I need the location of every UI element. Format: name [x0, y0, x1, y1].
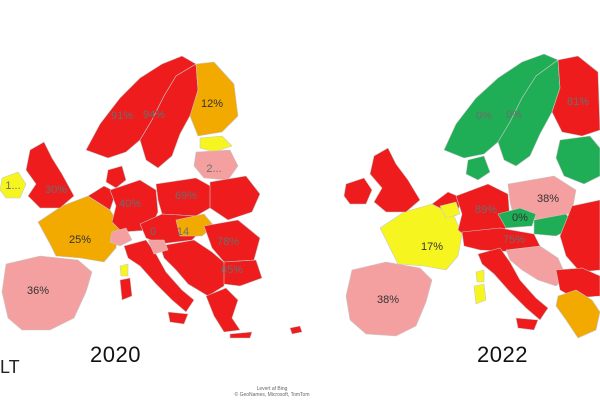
label-czech: 14 [177, 226, 189, 238]
region-balkans-2022[interactable] [505, 245, 567, 287]
region-ireland-2022[interactable] [343, 177, 373, 205]
region-iberia[interactable] [1, 255, 93, 331]
label-sweden-2022: 0% [506, 109, 522, 121]
label-norway-2022: 0% [476, 110, 492, 122]
region-france-2022[interactable] [379, 203, 463, 271]
label-poland: 69% [175, 190, 197, 202]
region-sicily-2022[interactable] [515, 317, 539, 331]
label-baltic: 2... [206, 163, 221, 175]
region-cyprus[interactable] [289, 325, 303, 335]
region-swiss-2022[interactable] [439, 201, 461, 219]
region-bulgaria-2022[interactable] [555, 267, 600, 299]
left-edge-text: LT [0, 357, 20, 377]
region-sardinia[interactable] [119, 277, 133, 301]
map-2020: 1... 30% 25% 36% 91% 94% 12% 2... 40% 69… [0, 55, 303, 339]
year-label-2020: 2020 [90, 342, 141, 367]
region-britain-2022[interactable] [369, 147, 421, 213]
region-corsica-2022[interactable] [475, 269, 485, 283]
region-iberia-2022[interactable] [345, 261, 433, 337]
label-germany-2022: 89% [475, 204, 497, 216]
label-ireland: 1... [5, 180, 20, 192]
region-denmark-2022[interactable] [465, 155, 491, 181]
label-poland-2022: 38% [537, 193, 559, 205]
label-finland-2022: 81% [567, 96, 589, 108]
label-alps: 0 [150, 226, 156, 238]
region-greece-2022[interactable] [555, 289, 600, 339]
label-romania: 78% [217, 236, 239, 248]
label-czech-2022: 0% [512, 212, 528, 224]
region-ireland[interactable] [0, 171, 27, 199]
region-estonia[interactable] [199, 135, 233, 153]
label-balkans: 65% [221, 264, 243, 276]
region-belarus[interactable] [209, 175, 261, 221]
credit-line-sources: © GeoNames, Microsoft, TomTom [234, 392, 310, 398]
region-italy-2022[interactable] [477, 247, 549, 321]
region-balkans[interactable] [159, 239, 227, 297]
label-finland: 12% [201, 98, 223, 110]
region-denmark[interactable] [105, 165, 127, 189]
region-finland[interactable] [189, 61, 239, 137]
region-sicily[interactable] [167, 311, 189, 325]
region-baltic-2022[interactable] [555, 135, 600, 185]
region-corsica[interactable] [119, 263, 129, 277]
region-poland[interactable] [155, 177, 215, 217]
label-germany: 40% [119, 198, 141, 210]
region-croatia[interactable] [147, 239, 169, 255]
year-label-2022: 2022 [477, 342, 528, 367]
region-britain[interactable] [25, 141, 75, 209]
label-iberia: 36% [27, 285, 49, 297]
map-credit: Levert af Bing © GeoNames, Microsoft, To… [222, 386, 322, 398]
region-greece[interactable] [205, 287, 241, 333]
label-norway: 91% [111, 110, 133, 122]
label-britain: 30% [45, 184, 67, 196]
label-iberia-2022: 38% [377, 294, 399, 306]
label-france: 25% [69, 234, 91, 246]
region-france[interactable] [37, 195, 121, 263]
credit-line-bing: Levert af Bing [256, 386, 288, 392]
region-bulgaria[interactable] [223, 259, 263, 287]
label-sweden: 94% [143, 109, 165, 121]
region-sardinia-2022[interactable] [473, 283, 487, 305]
region-crete[interactable] [229, 331, 253, 339]
region-finland-2022[interactable] [551, 55, 600, 137]
region-alps[interactable] [109, 227, 133, 247]
map-2022: 0% 0% 81% 89% 0% 38% 17% 38% 75% [343, 53, 600, 339]
label-alps-2022: 75% [503, 234, 525, 246]
label-france-2022: 17% [421, 241, 443, 253]
